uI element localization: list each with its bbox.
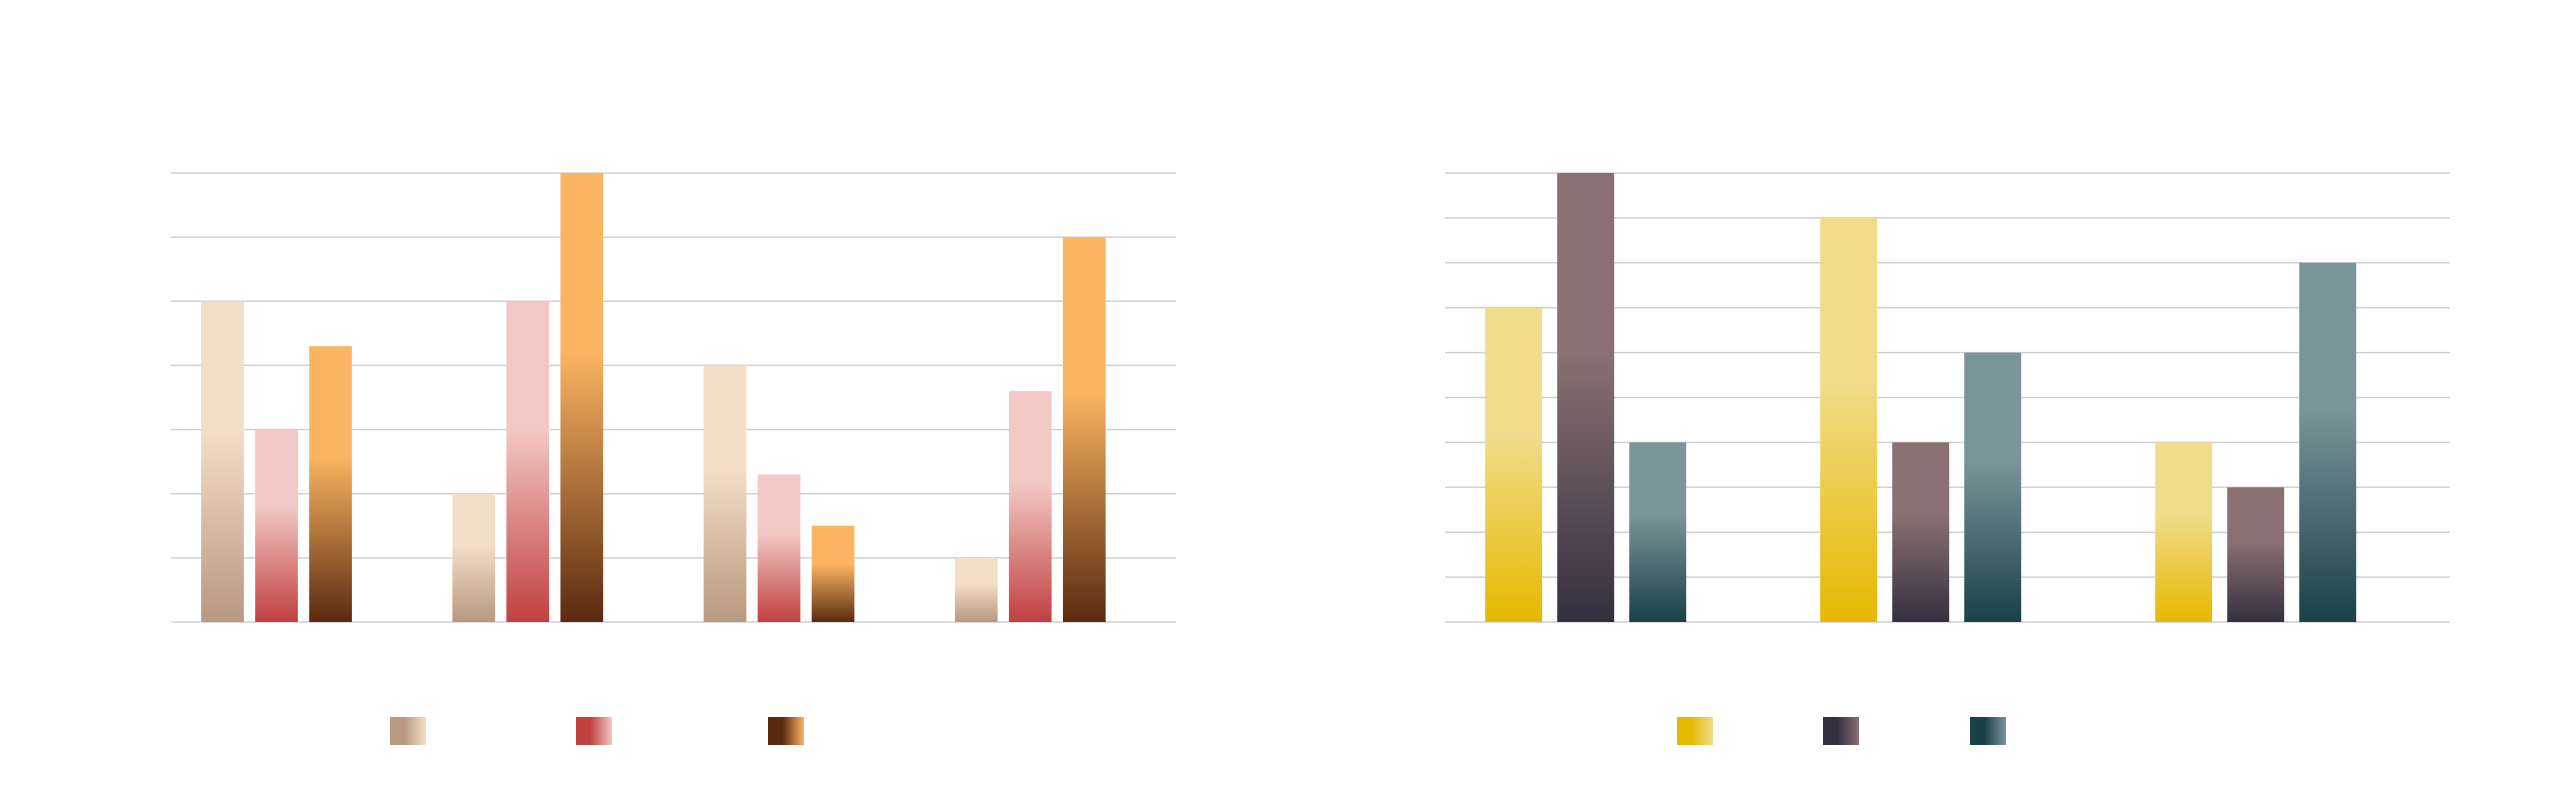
bar xyxy=(757,474,801,622)
bar xyxy=(309,346,352,622)
bar xyxy=(1485,307,1543,622)
bar xyxy=(2227,487,2285,622)
bar xyxy=(1008,391,1052,622)
bar xyxy=(954,557,998,622)
legend-swatch xyxy=(1970,717,2006,745)
bar xyxy=(560,173,604,622)
bar xyxy=(1062,237,1106,622)
bar xyxy=(452,493,496,622)
legend-swatch xyxy=(1823,717,1859,745)
bar xyxy=(703,365,747,622)
bar xyxy=(255,429,298,622)
bar xyxy=(201,301,244,622)
bar xyxy=(1964,352,2022,622)
bar xyxy=(2299,262,2357,622)
legend-swatch xyxy=(768,717,804,745)
bar xyxy=(1820,217,1878,622)
bar xyxy=(2155,442,2213,622)
bar xyxy=(1557,173,1615,622)
bar xyxy=(1892,442,1950,622)
legend-swatch xyxy=(1677,717,1713,745)
bar xyxy=(811,525,855,622)
legend-swatch xyxy=(576,717,612,745)
bar xyxy=(506,301,550,622)
legend-swatch xyxy=(390,717,426,745)
bar xyxy=(1629,442,1687,622)
